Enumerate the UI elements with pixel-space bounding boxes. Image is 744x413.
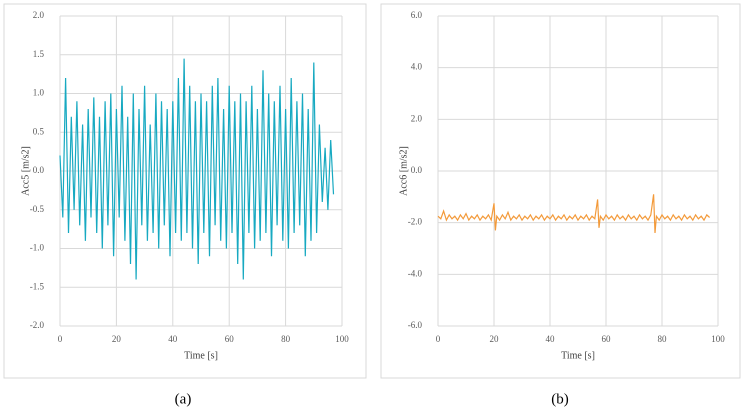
x-tick-label: 80 bbox=[281, 334, 291, 344]
x-tick-label: 40 bbox=[546, 334, 556, 344]
y-tick-label: -2.0 bbox=[30, 320, 45, 330]
x-axis-title: Time [s] bbox=[184, 350, 218, 361]
y-tick-label: 0.0 bbox=[411, 165, 423, 175]
y-tick-label: 1.5 bbox=[33, 49, 45, 59]
x-tick-label: 60 bbox=[225, 334, 235, 344]
y-axis-title: Acc5 [m/s2] bbox=[20, 146, 31, 196]
y-tick-label: 2.0 bbox=[411, 113, 423, 123]
y-tick-label: 4.0 bbox=[411, 62, 423, 72]
data-line bbox=[437, 194, 711, 234]
y-tick-label: -2.0 bbox=[408, 217, 423, 227]
panel-frame bbox=[380, 3, 741, 379]
y-tick-label: -0.5 bbox=[30, 204, 45, 214]
panel-frame bbox=[3, 3, 367, 379]
y-tick-label: -6.0 bbox=[408, 320, 423, 330]
x-tick-label: 100 bbox=[711, 334, 725, 344]
y-tick-label: -1.0 bbox=[30, 243, 45, 253]
y-tick-label: 2.0 bbox=[33, 10, 45, 20]
data-line bbox=[59, 58, 335, 280]
y-tick-label: -4.0 bbox=[408, 268, 423, 278]
y-tick-label: -1.5 bbox=[30, 281, 45, 291]
caption: (b) bbox=[551, 391, 569, 407]
caption: (a) bbox=[175, 391, 192, 407]
y-tick-label: 6.0 bbox=[411, 10, 423, 20]
x-tick-label: 20 bbox=[490, 334, 500, 344]
y-tick-label: 0.0 bbox=[33, 165, 45, 175]
y-tick-label: 0.5 bbox=[33, 126, 45, 136]
x-tick-label: 80 bbox=[658, 334, 668, 344]
x-tick-label: 100 bbox=[335, 334, 349, 344]
x-tick-label: 20 bbox=[112, 334, 122, 344]
x-tick-label: 0 bbox=[436, 334, 441, 344]
x-tick-label: 0 bbox=[58, 334, 63, 344]
x-tick-label: 40 bbox=[168, 334, 178, 344]
y-tick-label: 1.0 bbox=[33, 88, 45, 98]
x-tick-label: 60 bbox=[602, 334, 612, 344]
x-axis-title: Time [s] bbox=[561, 350, 595, 361]
y-axis-title: Acc6 [m/s2] bbox=[398, 146, 409, 196]
